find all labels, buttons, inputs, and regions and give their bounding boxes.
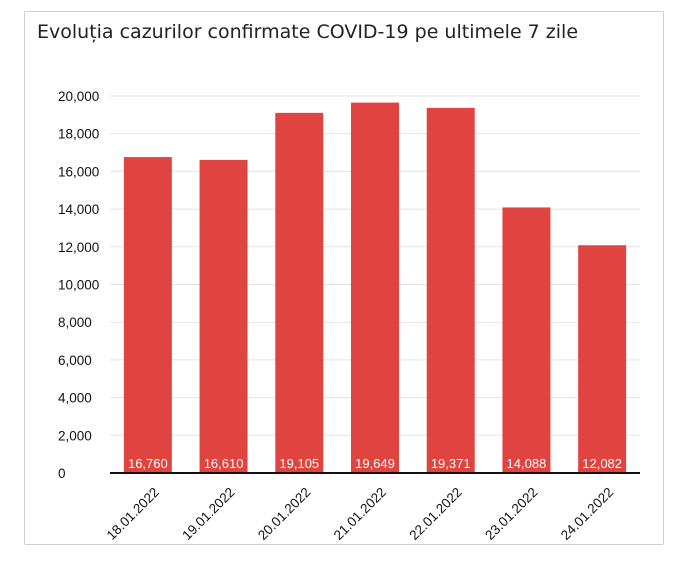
x-axis-ticks: 18.01.2022 19.01.2022 20.01.2022 21.01.2022…	[104, 485, 617, 543]
y-tick-label: 12,000	[58, 240, 99, 255]
x-tick-label: 21.01.2022	[331, 485, 389, 543]
data-label: 16,610	[204, 456, 244, 471]
y-tick-label: 14,000	[58, 202, 99, 217]
y-tick-label: 16,000	[58, 164, 99, 179]
y-axis-ticks: 0 2,000 4,000 6,000 8,000 10,000 12,000 14,000 1…	[58, 89, 99, 481]
bar	[578, 245, 627, 473]
bar	[351, 102, 399, 474]
y-tick-label: 20,000	[58, 89, 99, 104]
data-labels: 16,760 16,610 19,105 19,649 19,371 14,088 12,0…	[128, 456, 622, 471]
x-tick-label: 24.01.2022	[558, 485, 616, 543]
bar	[502, 207, 551, 473]
y-tick-label: 0	[58, 466, 66, 481]
y-tick-label: 18,000	[58, 127, 99, 142]
x-tick-label: 22.01.2022	[406, 485, 464, 543]
x-tick-label: 23.01.2022	[482, 485, 540, 543]
data-label: 19,649	[355, 456, 395, 471]
data-label: 14,088	[507, 456, 547, 471]
bar	[199, 159, 248, 474]
bar	[426, 107, 475, 473]
y-tick-label: 2,000	[58, 428, 92, 443]
data-label: 12,082	[582, 456, 622, 471]
y-tick-label: 4,000	[58, 391, 92, 406]
y-tick-label: 8,000	[58, 315, 92, 330]
data-label: 19,105	[279, 456, 319, 471]
y-tick-label: 6,000	[58, 353, 92, 368]
x-tick-label: 20.01.2022	[255, 485, 313, 543]
chart-title: Evoluția cazurilor confirmate COVID-19 p…	[37, 21, 578, 43]
x-tick-label: 18.01.2022	[104, 485, 162, 543]
x-tick-label: 19.01.2022	[179, 485, 237, 543]
bar	[123, 157, 172, 473]
bar	[275, 112, 324, 473]
data-label: 19,371	[431, 456, 471, 471]
y-tick-label: 10,000	[58, 278, 99, 293]
data-label: 16,760	[128, 456, 168, 471]
bars	[123, 102, 627, 474]
